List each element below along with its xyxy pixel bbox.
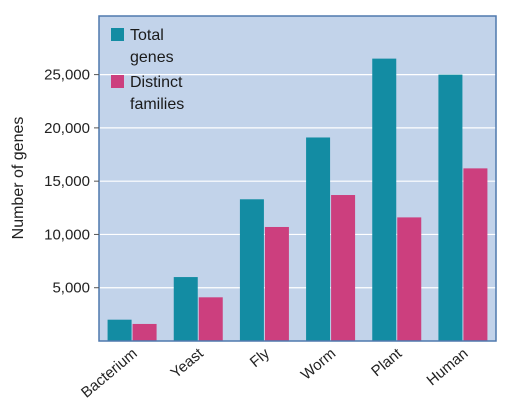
plot-area-border [98, 15, 497, 342]
bar-human-distinct-families [463, 168, 488, 341]
y-tick-label-15000: 15,000 [44, 173, 90, 190]
bar-plant-distinct-families [397, 217, 422, 341]
x-tick-label-fly: Fly [247, 345, 274, 371]
bar-yeast-distinct-families [198, 297, 223, 341]
y-axis-ticks: 5,000 10,000 15,000 20,000 25,000 [44, 67, 99, 297]
bar-bacterium-distinct-families [132, 323, 157, 341]
bar-human-total-genes [438, 74, 463, 341]
legend-label-total-genes-line2: genes [130, 49, 174, 66]
bar-bacterium-total-genes [107, 319, 132, 341]
y-axis-title: Number of genes [10, 117, 27, 240]
gridlines [99, 74, 496, 289]
bars [107, 58, 488, 341]
x-tick-label-worm: Worm [298, 345, 339, 384]
legend-label-distinct-families-line2: families [130, 96, 184, 113]
legend-label-distinct-families-line1: Distinct [130, 74, 183, 91]
bar-plant-total-genes [372, 58, 397, 341]
y-tick-label-20000: 20,000 [44, 120, 90, 137]
legend-swatch-total-genes [111, 28, 124, 41]
bar-fly-total-genes [239, 199, 264, 341]
bar-yeast-total-genes [173, 277, 198, 341]
y-tick-label-10000: 10,000 [44, 226, 90, 243]
y-tick-label-5000: 5,000 [52, 280, 90, 297]
y-tick-label-25000: 25,000 [44, 67, 90, 84]
x-tick-label-bacterium: Bacterium [78, 345, 141, 401]
legend-swatch-distinct-families [111, 75, 124, 88]
x-axis-labels: Bacterium Yeast Fly Worm Plant Human [78, 345, 471, 402]
legend-label-total-genes-line1: Total [130, 27, 164, 44]
bar-worm-distinct-families [331, 195, 356, 341]
legend: Total genes Distinct families [111, 27, 184, 113]
x-tick-label-human: Human [424, 345, 472, 389]
x-tick-label-yeast: Yeast [168, 345, 208, 382]
bar-worm-total-genes [306, 137, 331, 341]
bar-fly-distinct-families [264, 226, 289, 341]
x-tick-label-plant: Plant [368, 345, 406, 381]
plot-area-background [99, 16, 496, 341]
